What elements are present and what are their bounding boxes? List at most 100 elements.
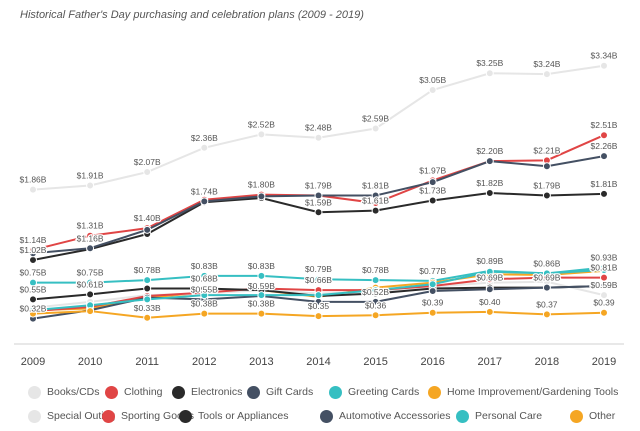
data-label: $1.61B [362, 196, 389, 206]
data-point [371, 124, 380, 133]
data-point [600, 152, 608, 161]
data-label: $1.02B [20, 245, 47, 255]
data-point [29, 249, 37, 258]
data-label: $2.36B [191, 133, 218, 143]
legend-swatch [428, 385, 441, 399]
legend-swatch [456, 409, 469, 423]
data-label: $0.86B [533, 258, 560, 268]
data-label: $0.78B [134, 265, 161, 275]
data-point [314, 208, 323, 217]
data-point [371, 311, 380, 320]
data-point [200, 271, 209, 280]
data-label: $1.16B [77, 233, 104, 243]
series-personal-care [29, 266, 608, 315]
legend-item-books-cds[interactable]: Books/CDs [28, 382, 100, 402]
data-label: $1.97B [419, 165, 446, 175]
legend-swatch [320, 409, 333, 423]
data-label: $1.73B [419, 186, 446, 196]
data-point [86, 181, 95, 190]
data-label: $1.31B [77, 221, 104, 231]
data-point [600, 291, 608, 300]
data-point [542, 162, 551, 171]
x-tick-label: 2013 [249, 356, 273, 368]
data-label: $0.37 [536, 299, 558, 309]
data-label: $0.69B [533, 273, 560, 283]
legend-item-gift-cards[interactable]: Gift Cards [247, 382, 313, 402]
data-label: $0.79B [305, 264, 332, 274]
data-label: $0.78B [362, 265, 389, 275]
data-point [257, 130, 266, 139]
data-point [29, 295, 37, 304]
legend-swatch [179, 409, 192, 423]
legend-item-sporting-goods[interactable]: Sporting Goods [102, 406, 194, 426]
legend-item-other[interactable]: Other [570, 406, 615, 426]
data-label: $0.35 [308, 301, 330, 311]
data-point [428, 178, 437, 187]
data-label: $2.51B [591, 120, 618, 130]
legend-item-special-outing[interactable]: Special Outing [28, 406, 115, 426]
data-label: $2.26B [591, 141, 618, 151]
data-label: $0.83B [248, 261, 275, 271]
data-point [200, 309, 209, 318]
data-point [143, 168, 152, 177]
legend-item-greeting-cards[interactable]: Greeting Cards [329, 382, 419, 402]
data-label: $0.55B [191, 284, 218, 294]
legend-item-clothing[interactable]: Clothing [105, 382, 163, 402]
legend-label: Gift Cards [266, 386, 314, 398]
data-label: $1.82B [476, 178, 503, 188]
data-point [485, 267, 494, 276]
data-point [600, 273, 608, 282]
legend-swatch [105, 385, 118, 399]
x-tick-label: 2016 [420, 356, 444, 368]
data-point [428, 196, 437, 205]
data-labels: $1.86B $1.91B $2.07B $2.36B $2.52B $2.48B $2.5… [18, 49, 619, 314]
data-point [485, 285, 494, 294]
data-label: $0.68B [191, 273, 218, 283]
data-point [86, 290, 95, 299]
data-label: $1.81B [362, 181, 389, 191]
data-point [485, 275, 494, 284]
data-label: $3.25B [476, 58, 503, 68]
data-label: $0.61B [77, 279, 104, 289]
legend-item-electronics[interactable]: Electronics [172, 382, 242, 402]
data-point [428, 85, 437, 94]
legend-item-tools-or-appliances[interactable]: Tools or Appliances [179, 406, 288, 426]
data-label: $1.74B [191, 186, 218, 196]
series-other [29, 307, 608, 322]
data-point [314, 275, 323, 284]
data-point [542, 70, 551, 79]
legend-item-automotive-accessories[interactable]: Automotive Accessories [320, 406, 450, 426]
data-point [600, 308, 608, 317]
x-tick-label: 2015 [363, 356, 387, 368]
legend-swatch [247, 385, 260, 399]
legend-label: Clothing [124, 386, 163, 398]
data-label: $1.80B [248, 180, 275, 190]
data-label: $1.14B [20, 235, 47, 245]
data-label: $2.59B [362, 114, 389, 124]
data-label: $3.24B [533, 59, 560, 69]
data-label: $1.79B [533, 181, 560, 191]
data-label: $0.69B [476, 273, 503, 283]
data-label: $1.40B [134, 213, 161, 223]
data-point [428, 308, 437, 317]
legend-label: Books/CDs [47, 386, 100, 398]
legend-item-home-improvement-gardening-tools[interactable]: Home Improvement/Gardening Tools [428, 382, 618, 402]
legend-label: Tools or Appliances [198, 410, 289, 422]
data-point [485, 157, 494, 166]
data-label: $1.59B [305, 197, 332, 207]
data-label: $0.55B [20, 284, 47, 294]
data-label: $2.07B [134, 157, 161, 167]
data-label: $0.93B [591, 253, 618, 263]
data-label: $2.21B [533, 145, 560, 155]
legend-item-personal-care[interactable]: Personal Care [456, 406, 542, 426]
data-label: $0.39 [593, 298, 615, 308]
data-point [143, 225, 152, 234]
data-point [86, 278, 95, 287]
legend-row-1: Books/CDs Clothing Electronics Gift Cards Gr… [0, 382, 640, 402]
legend-label: Automotive Accessories [339, 410, 451, 422]
data-point [371, 297, 380, 306]
x-tick-label: 2014 [306, 356, 330, 368]
x-tick-label: 2019 [592, 356, 616, 368]
data-point [29, 255, 37, 264]
